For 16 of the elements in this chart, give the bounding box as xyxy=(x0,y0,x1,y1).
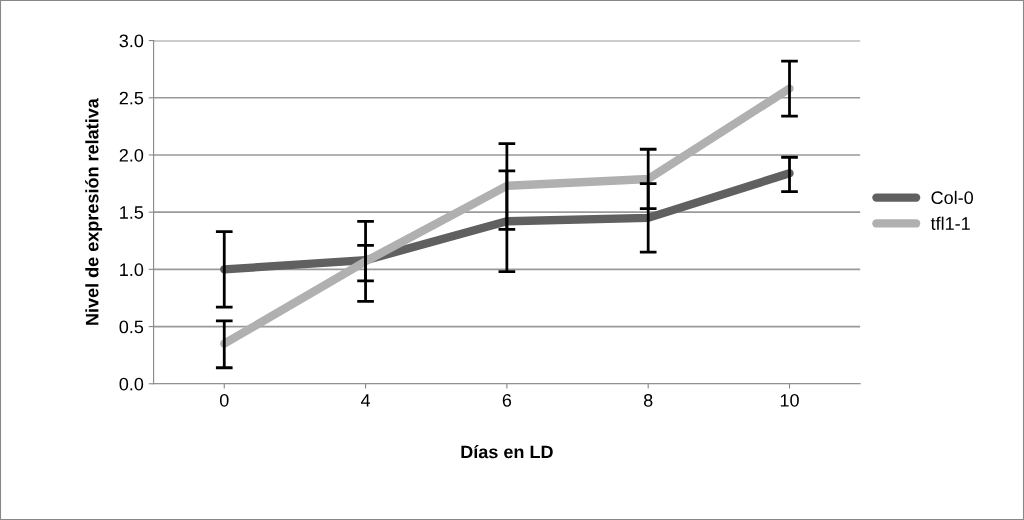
x-tick-label: 8 xyxy=(643,393,653,407)
y-tick-label: 1.0 xyxy=(120,263,144,277)
y-tick-label: 1.5 xyxy=(120,206,144,219)
y-tick-label: 3.0 xyxy=(119,34,144,48)
x-tick-label: 6 xyxy=(502,393,512,407)
y-tick-label: 0.0 xyxy=(119,377,144,391)
x-tick-label: 10 xyxy=(780,393,799,407)
x-tick-label: 0 xyxy=(219,393,229,407)
legend-label: Col-0 xyxy=(931,190,974,205)
y-axis-title: Nivel de expresión relativa xyxy=(85,98,103,325)
x-tick-label: 4 xyxy=(360,394,371,407)
x-axis-title: Días en LD xyxy=(461,444,553,459)
legend-label: tfl1-1 xyxy=(930,216,970,230)
y-tick-label: 2.0 xyxy=(119,148,144,162)
y-tick-label: 2.5 xyxy=(119,91,144,105)
y-tick-label: 0.5 xyxy=(119,320,144,334)
